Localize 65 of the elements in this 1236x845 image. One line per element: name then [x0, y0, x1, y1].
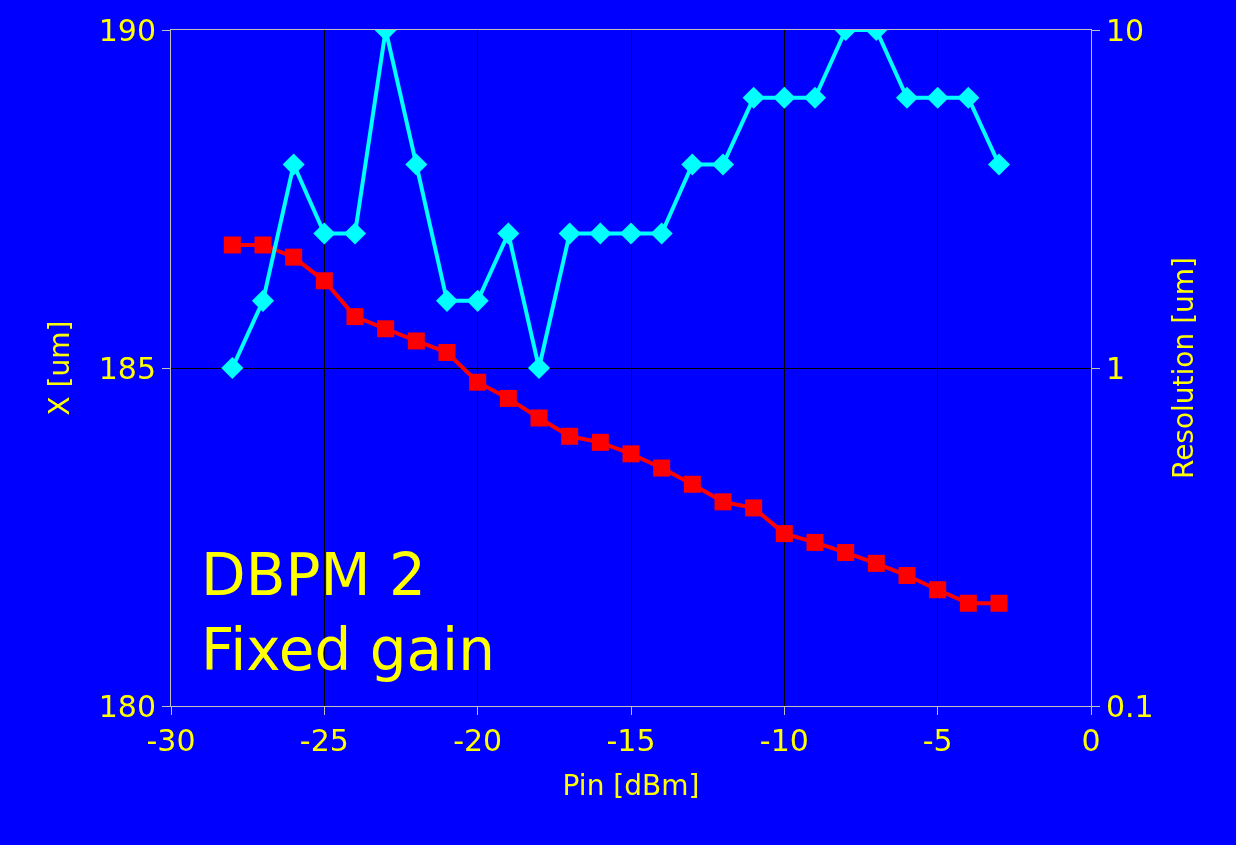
point	[867, 554, 885, 572]
point	[622, 445, 640, 463]
point	[619, 222, 643, 245]
point	[959, 594, 977, 612]
point	[990, 594, 1008, 612]
x-tick-label: 0	[1081, 723, 1101, 758]
point	[589, 222, 612, 245]
point	[313, 222, 336, 245]
point	[653, 459, 671, 477]
x-tick-label: -30	[146, 723, 196, 758]
point	[407, 332, 425, 350]
point	[377, 320, 395, 338]
x-axis-title: Pin [dBm]	[562, 769, 700, 803]
point	[254, 236, 272, 254]
point	[773, 86, 796, 109]
point	[497, 222, 520, 245]
y2-tick-label: 0.1	[1106, 688, 1154, 724]
point	[806, 533, 824, 551]
point	[561, 427, 579, 445]
point	[530, 409, 548, 427]
point	[315, 272, 333, 290]
y2-tick-label: 1	[1106, 350, 1126, 386]
x-tick-label: -20	[453, 723, 503, 758]
point	[895, 86, 919, 109]
point	[558, 222, 581, 245]
point	[435, 289, 459, 312]
point	[469, 373, 487, 391]
point	[929, 581, 947, 599]
point	[987, 153, 1011, 176]
y-tick-label: 185	[98, 350, 156, 386]
point	[251, 289, 275, 312]
point	[499, 389, 517, 407]
point	[405, 153, 428, 176]
point	[681, 153, 704, 176]
point	[438, 343, 456, 361]
y2-tick-label: 10	[1106, 12, 1145, 48]
point	[898, 567, 916, 585]
y-tick-label: 180	[98, 688, 156, 724]
point	[837, 544, 855, 562]
point	[957, 86, 980, 109]
point	[714, 493, 732, 511]
point	[282, 153, 305, 176]
point	[711, 153, 735, 176]
point	[591, 433, 609, 451]
point	[742, 86, 765, 109]
point	[343, 222, 367, 245]
point	[803, 86, 827, 109]
point	[223, 236, 241, 254]
point	[775, 525, 793, 543]
point	[745, 499, 763, 517]
point	[650, 222, 673, 245]
x-tick-label: -25	[299, 723, 349, 758]
point	[346, 308, 364, 326]
x-tick-label: -5	[922, 723, 953, 758]
point	[285, 248, 303, 266]
point	[527, 356, 551, 380]
y-tick-label: 190	[98, 12, 156, 48]
x-tick-label: -10	[759, 723, 809, 758]
point	[466, 289, 489, 312]
point	[221, 356, 244, 380]
y-axis-title: X [um]	[43, 320, 77, 416]
y2-axis-title: Resolution [um]	[1166, 256, 1200, 480]
point	[926, 86, 949, 109]
x-tick-label: -15	[606, 723, 656, 758]
point	[683, 475, 701, 493]
